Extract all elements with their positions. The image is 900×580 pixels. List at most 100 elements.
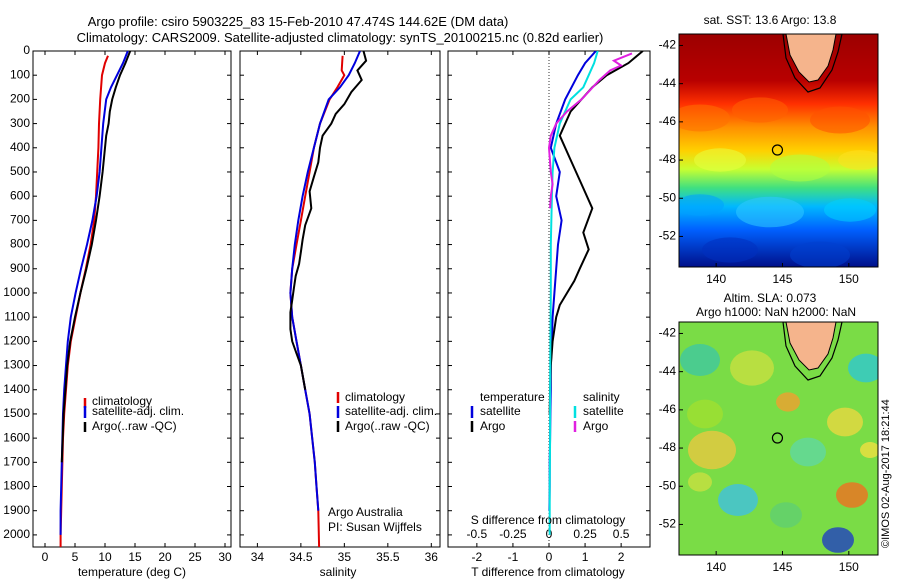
s-diff-tick-label: -0.5 — [467, 527, 488, 541]
x-tick-label: -1 — [508, 550, 519, 564]
tasmania-contour-outer — [782, 34, 843, 93]
depth-y-ticks: 0 100 200 300 400 500 600 700 800 900 1000 1100 1200… — [3, 43, 231, 541]
sst-texture-blob — [694, 148, 746, 172]
depth-tick-label: 1300 — [3, 358, 30, 372]
sla-texture-blob — [776, 392, 800, 412]
tasmania-land — [785, 34, 837, 83]
sla-texture-blob — [848, 353, 878, 383]
sst-texture-blob — [770, 154, 830, 182]
x-tick-label: -2 — [472, 550, 483, 564]
sst-texture-blob — [732, 97, 788, 123]
s-diff-tick-label: 0.25 — [573, 527, 597, 541]
salinity-panel: 34 34.5 35 35.5 36 salinity climatology sate… — [239, 50, 441, 579]
t-difference-ticks: -2 -1 0 1 2 — [472, 51, 625, 564]
sla-field-texture — [680, 344, 878, 553]
depth-tick-label: 1800 — [3, 479, 30, 493]
map-x-tick-label: 150 — [839, 272, 859, 286]
x-tick-label: 35.5 — [376, 550, 400, 564]
depth-tick-label: 500 — [10, 164, 30, 178]
series-line-1 — [289, 51, 361, 511]
sst-texture-blob — [810, 106, 870, 134]
sla-map-title: Altim. SLA: 0.073 — [724, 291, 817, 305]
sla-texture-blob — [790, 437, 826, 467]
s-difference-label: S difference from climatology — [471, 513, 626, 527]
map-x-tick-label: 140 — [706, 560, 726, 574]
legend-temperature-satellite: satellite — [480, 404, 521, 418]
depth-tick-label: 1000 — [3, 285, 30, 299]
map-y-tick-label: -44 — [659, 364, 677, 378]
series-line-2 — [60, 51, 132, 463]
difference-panel: -2 -1 0 1 2 -0.5 -0.25 0 0.25 0.5 T difference f… — [447, 50, 651, 579]
depth-tick-label: 0 — [23, 43, 30, 57]
temperature-legend-argo: Argo(..raw -QC) — [92, 419, 177, 433]
sst-texture-blob — [679, 194, 724, 216]
x-tick-label: 10 — [98, 550, 112, 564]
sla-texture-blob — [688, 472, 712, 492]
sla-texture-blob — [770, 502, 802, 528]
sst-texture-blob — [824, 198, 876, 222]
map-y-tick-label: -52 — [659, 229, 677, 243]
map-x-tick-label: 145 — [772, 560, 792, 574]
salinity-legend-satellite: satellite-adj. clim. — [345, 404, 437, 418]
depth-tick-label: 2000 — [3, 527, 30, 541]
temperature-legend-satellite: satellite-adj. clim. — [92, 404, 184, 418]
argo-position-marker-sst — [771, 144, 784, 156]
depth-tick-label: 900 — [10, 261, 30, 275]
map-y-tick-label: -44 — [659, 76, 677, 90]
difference-series — [547, 51, 644, 535]
salinity-y-ticks — [240, 50, 440, 536]
map-y-tick-label: -46 — [659, 114, 677, 128]
salinity-legend-climatology: climatology — [345, 390, 405, 404]
depth-tick-label: 600 — [10, 188, 30, 202]
sla-map-frame — [678, 321, 879, 556]
temperature-x-ticks: 0 5 10 15 20 25 30 — [42, 51, 232, 564]
x-tick-label: 5 — [72, 550, 79, 564]
salinity-legend: climatology satellite-adj. clim. Argo(..… — [336, 390, 437, 433]
difference-legend: temperature satellite Argo salinity sate… — [470, 390, 624, 433]
tasmania-contour-outer-2 — [782, 322, 843, 381]
header-line-1: Argo profile: csiro 5903225_83 15-Feb-20… — [88, 14, 509, 29]
salinity-series — [289, 51, 368, 547]
s-diff-tick-label: 0.5 — [613, 527, 630, 541]
temperature-x-label: temperature (deg C) — [78, 565, 186, 579]
sla-texture-blob — [687, 399, 723, 429]
depth-tick-label: 200 — [10, 92, 30, 106]
depth-tick-label: 1600 — [3, 430, 30, 444]
x-tick-label: 34.5 — [289, 550, 313, 564]
sst-texture-blob — [736, 196, 804, 228]
sla-texture-blob — [827, 407, 863, 437]
x-tick-label: 1 — [582, 550, 589, 564]
sla-map-subtitle: Argo h1000: NaN h2000: NaN — [696, 305, 856, 319]
x-tick-label: 34 — [251, 550, 265, 564]
x-tick-label: 20 — [158, 550, 172, 564]
sst-map-ticks: 140 145 150 -42 -44 -46 -48 -50 -52 — [659, 38, 859, 286]
series-line-3 — [547, 52, 633, 209]
depth-tick-label: 100 — [10, 67, 30, 81]
legend-salinity-satellite: satellite — [583, 404, 624, 418]
depth-tick-label: 1900 — [3, 503, 30, 517]
sla-texture-blob — [718, 484, 758, 516]
sst-texture-blob — [679, 104, 730, 132]
salinity-x-ticks: 34 34.5 35 35.5 36 — [251, 51, 439, 564]
depth-tick-label: 400 — [10, 140, 30, 154]
tasmania-land-2 — [785, 322, 837, 371]
x-tick-label: 0 — [42, 550, 49, 564]
credit-pi: PI: Susan Wijffels — [328, 520, 422, 534]
sst-map-frame — [678, 33, 879, 268]
map-y-tick-label: -42 — [659, 38, 677, 52]
difference-y-ticks — [448, 50, 650, 536]
sst-texture-blob — [702, 237, 758, 263]
x-tick-label: 2 — [618, 550, 625, 564]
map-y-tick-label: -50 — [659, 190, 677, 204]
header-line-2: Climatology: CARS2009. Satellite-adjuste… — [77, 30, 604, 45]
s-diff-tick-label: -0.25 — [499, 527, 527, 541]
depth-tick-label: 700 — [10, 213, 30, 227]
sla-map: Altim. SLA: 0.073 Argo h1000: NaN h2000:… — [659, 291, 879, 574]
temperature-series — [59, 51, 132, 547]
salinity-x-label: salinity — [320, 565, 357, 579]
credit-org: Argo Australia — [328, 505, 403, 519]
x-tick-label: 36 — [425, 550, 439, 564]
sla-texture-blob — [836, 482, 868, 508]
legend-salinity-argo: Argo — [583, 419, 609, 433]
